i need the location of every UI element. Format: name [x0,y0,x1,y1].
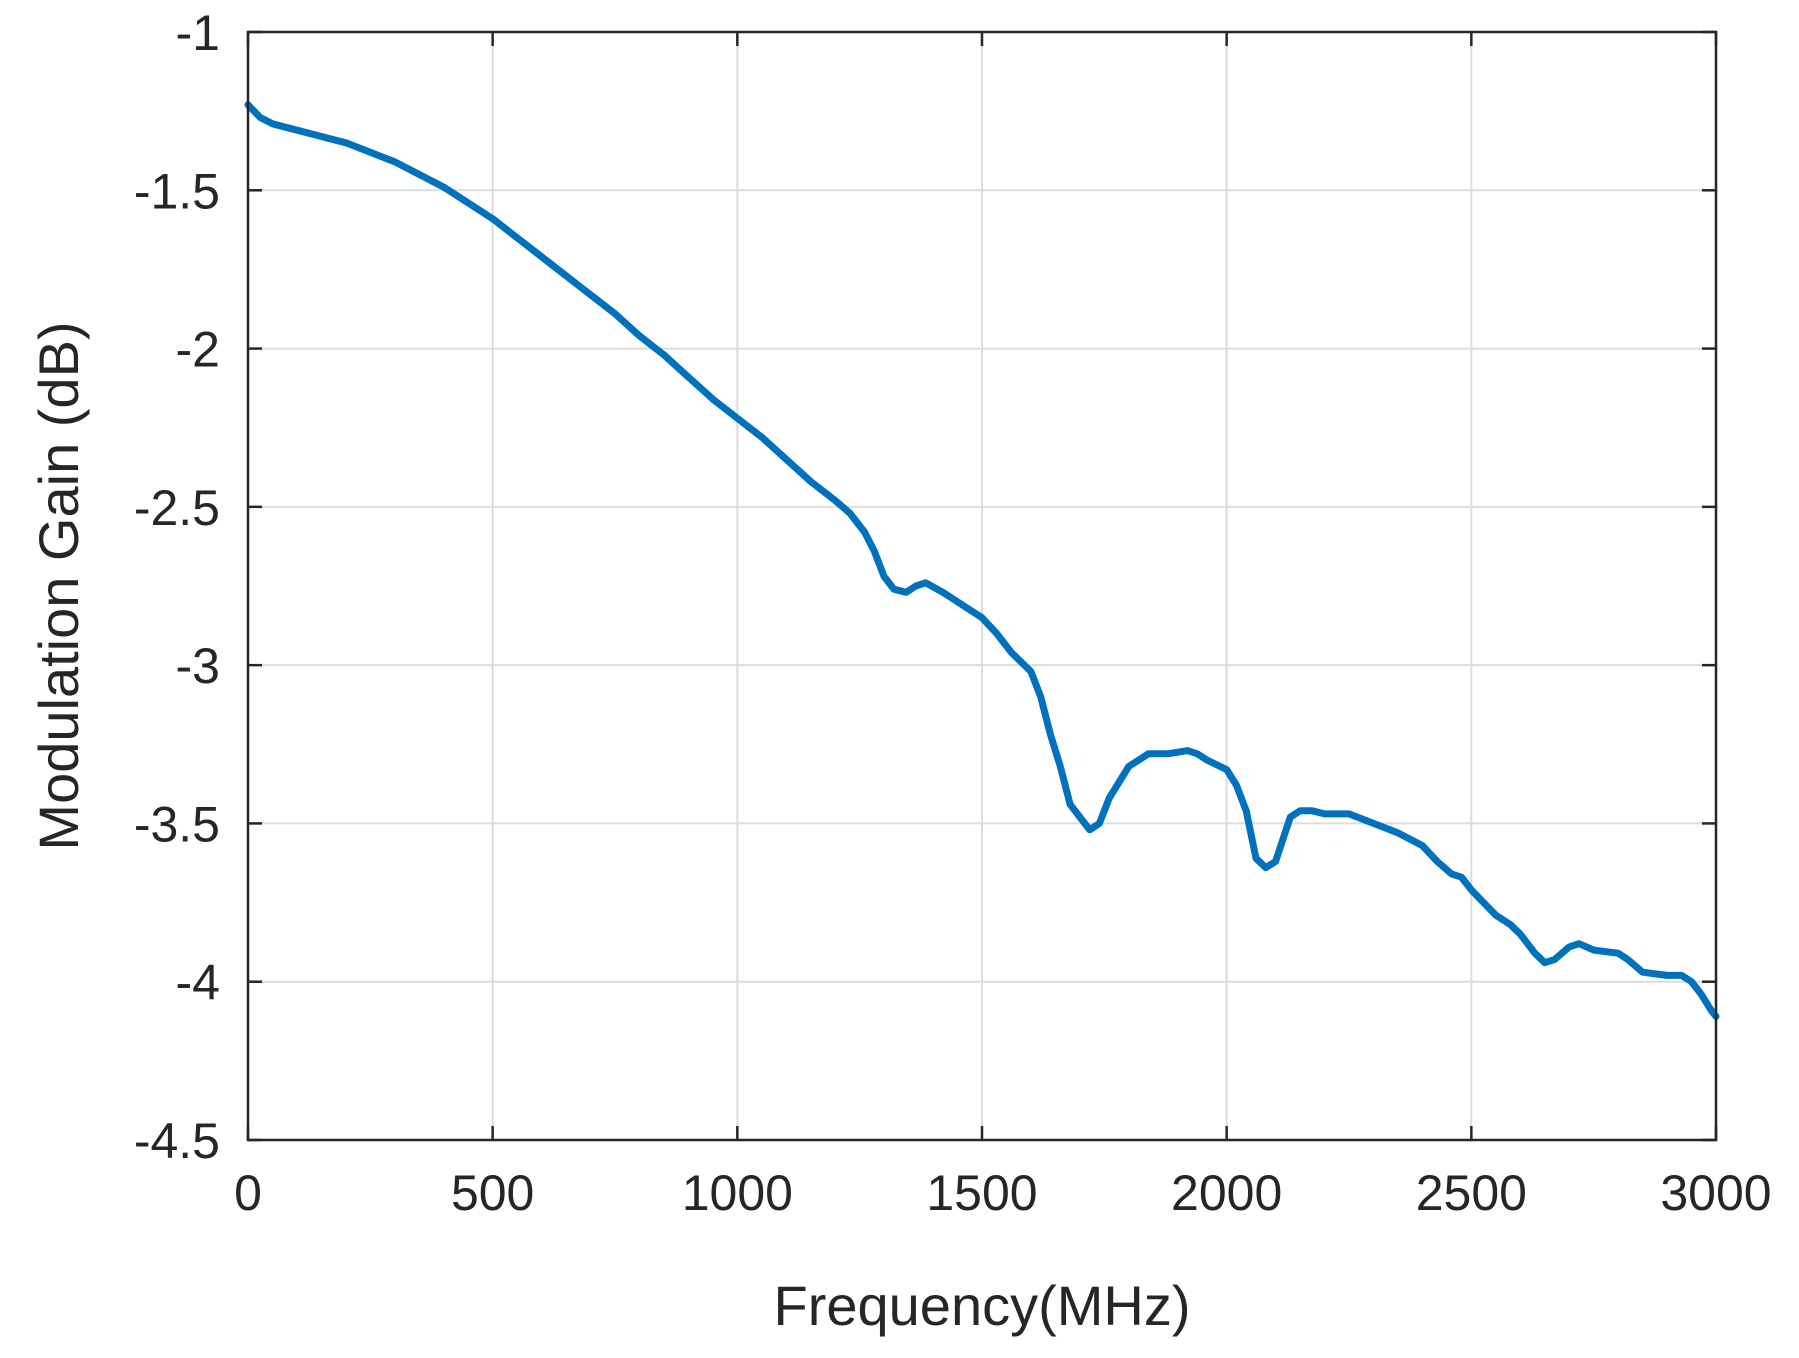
y-tick-label: -2.5 [134,480,220,536]
x-axis-label: Frequency(MHz) [774,1274,1191,1337]
x-tick-label: 2000 [1171,1165,1282,1221]
y-axis-ticks: -1 -1.5 -2 -2.5 -3 -3.5 -4 -4.5 [134,5,1716,1169]
y-tick-label: -2 [176,322,220,378]
series-line [244,101,1720,1020]
y-tick-label: -4 [176,955,220,1011]
y-axis-label: Modulation Gain (dB) [27,321,90,850]
y-tick-label: -1 [176,5,220,61]
x-tick-label: 2500 [1416,1165,1527,1221]
x-tick-label: 1500 [926,1165,1037,1221]
x-axis-ticks: 0 500 1000 1500 2000 2500 3000 [234,32,1772,1221]
x-tick-label: 500 [451,1165,534,1221]
x-tick-label: 1000 [682,1165,793,1221]
y-tick-label: -4.5 [134,1113,220,1169]
x-tick-label: 3000 [1660,1165,1771,1221]
y-tick-label: -3 [176,638,220,694]
x-tick-label: 0 [234,1165,262,1221]
data-line-layer [244,101,1720,1020]
y-tick-label: -1.5 [134,163,220,219]
grid [248,32,1716,1140]
y-tick-label: -3.5 [134,796,220,852]
